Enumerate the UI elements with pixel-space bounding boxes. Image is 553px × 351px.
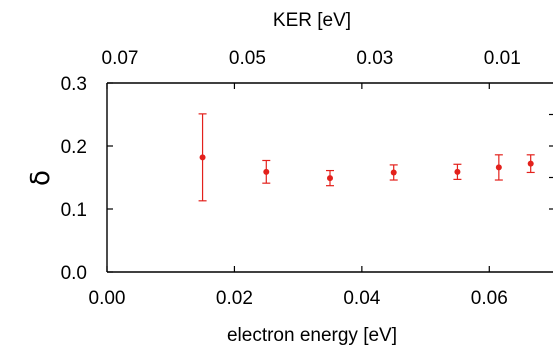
y-axis: 0.0 0.1 0.2 0.3 — [61, 74, 113, 284]
data-point — [326, 169, 334, 187]
data-point — [494, 154, 503, 181]
right-axis — [549, 113, 553, 210]
top-x-tick-label: 0.01 — [484, 48, 521, 69]
top-x-axis: 0.07 0.05 0.03 0.01 — [102, 48, 521, 89]
x-axis-label: electron energy [eV] — [227, 325, 397, 346]
data-point — [453, 163, 462, 180]
data-points — [198, 113, 535, 202]
data-point — [526, 154, 535, 174]
marker — [199, 154, 206, 161]
y-tick-label: 0.3 — [61, 74, 87, 95]
x-tick-label: 0.02 — [216, 288, 253, 309]
y-tick-label: 0.1 — [61, 200, 87, 221]
data-point — [198, 113, 207, 202]
top-x-tick-label: 0.05 — [229, 48, 266, 69]
x-tick-label: 0.04 — [343, 288, 380, 309]
y-axis-label: δ — [26, 170, 56, 186]
plot-frame — [106, 82, 553, 273]
top-x-tick-label: 0.03 — [356, 48, 393, 69]
marker — [454, 168, 461, 175]
x-tick-label: 0.06 — [471, 288, 508, 309]
data-point — [262, 159, 271, 184]
marker — [495, 164, 502, 171]
top-x-tick-label: 0.07 — [102, 48, 139, 69]
marker — [390, 169, 397, 176]
marker — [263, 168, 270, 175]
marker — [327, 175, 333, 182]
data-point — [389, 164, 398, 181]
y-tick-label: 0.0 — [61, 263, 87, 284]
x-axis: 0.00 0.02 0.04 0.06 — [89, 266, 508, 309]
y-tick-label: 0.2 — [61, 137, 87, 158]
marker — [527, 160, 534, 167]
x-tick-label: 0.00 — [89, 288, 126, 309]
top-x-axis-label: KER [eV] — [273, 10, 351, 31]
